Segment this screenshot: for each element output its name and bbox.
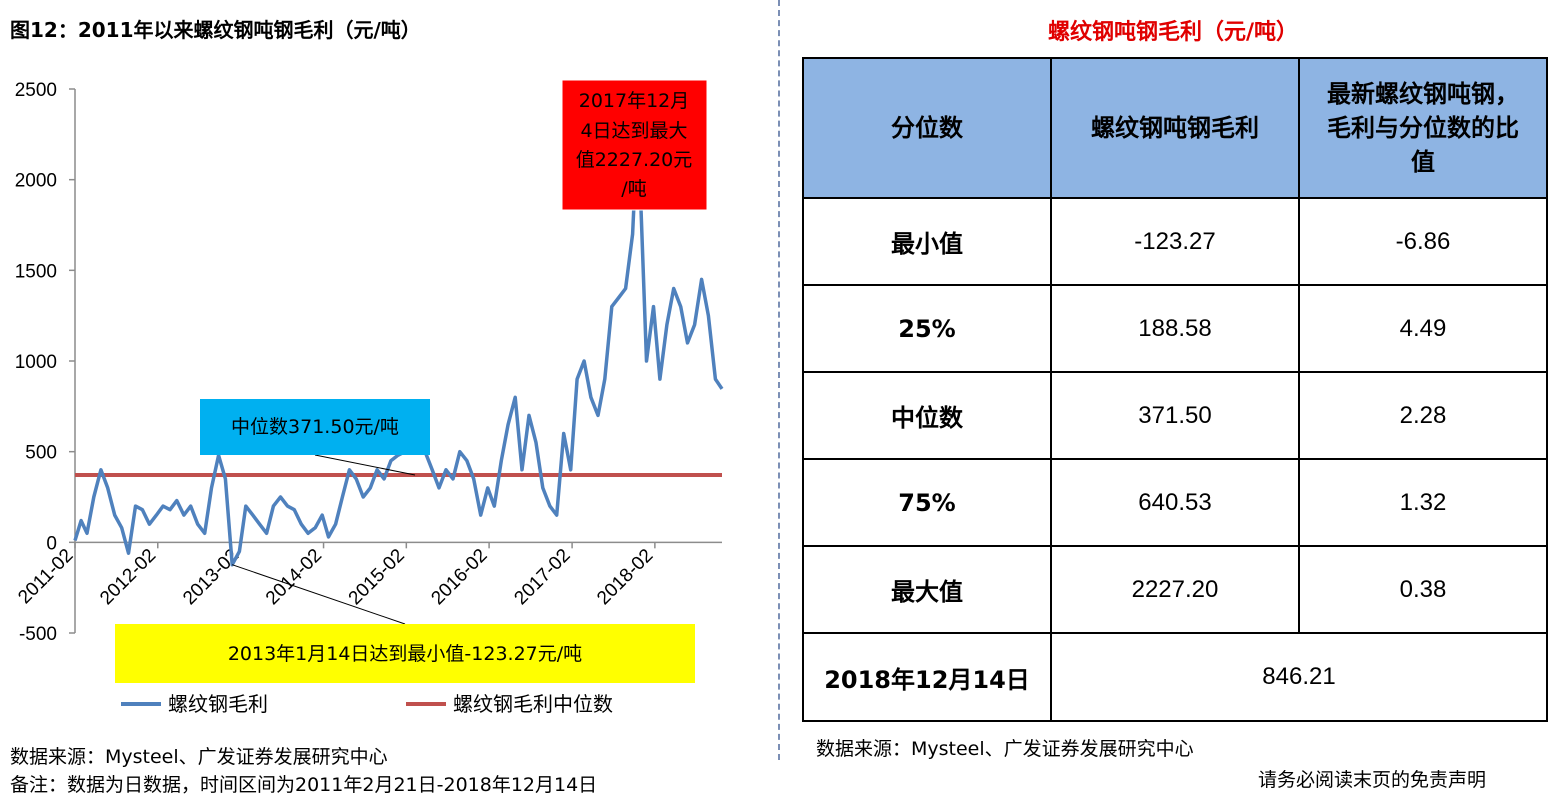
min-leader-line xyxy=(231,564,406,625)
row-value: 640.53 xyxy=(1050,458,1300,547)
chart-title: 图12：2011年以来螺纹钢吨钢毛利（元/吨） xyxy=(10,18,421,42)
max-annotation-line-1: 2017年12月 xyxy=(579,90,690,112)
percentile-table: 分位数 螺纹钢吨钢毛利 最新螺纹钢吨钢， 毛利与分位数的比 值 最小值 -123… xyxy=(802,57,1548,722)
max-annotation-line-3: 值2227.20元 xyxy=(576,149,693,171)
legend: 螺纹钢毛利 螺纹钢毛利中位数 xyxy=(121,692,613,716)
row-value: 188.58 xyxy=(1050,284,1300,373)
median-leader-line xyxy=(314,454,416,476)
max-annotation: 2017年12月 4日达到最大 值2227.20元 /吨 xyxy=(561,79,708,211)
max-annotation-line-4: /吨 xyxy=(621,178,646,200)
row-value: -123.27 xyxy=(1050,197,1300,286)
max-annotation-box xyxy=(561,79,708,211)
y-tick-label: 0 xyxy=(46,533,57,554)
median-annotation-text: 中位数371.50元/吨 xyxy=(231,416,399,438)
row-ratio: 4.49 xyxy=(1298,284,1548,373)
legend-label-series: 螺纹钢毛利 xyxy=(168,692,268,716)
header-percentile: 分位数 xyxy=(802,57,1052,199)
y-tick-label: -500 xyxy=(19,624,57,645)
y-tick-label: 2500 xyxy=(15,80,57,101)
disclaimer: 请务必阅读末页的免责声明 xyxy=(1258,769,1487,791)
row-label: 最大值 xyxy=(802,545,1052,634)
row-ratio: -6.86 xyxy=(1298,197,1548,286)
table-title: 螺纹钢吨钢毛利（元/吨） xyxy=(1047,20,1299,45)
y-tick-label: 1000 xyxy=(15,352,57,373)
x-tick-label: 2018-02 xyxy=(593,545,657,609)
row-ratio: 0.38 xyxy=(1298,545,1548,634)
y-axis-ticks: 2500 2000 1500 1000 500 0 -500 xyxy=(15,80,75,645)
header-margin: 螺纹钢吨钢毛利 xyxy=(1050,57,1300,199)
row-ratio: 2.28 xyxy=(1298,371,1548,460)
x-tick-label: 2015-02 xyxy=(345,545,409,609)
annotation-leaders xyxy=(231,454,416,625)
table-row: 最大值 2227.20 0.38 xyxy=(802,545,1548,634)
table-header-row: 分位数 螺纹钢吨钢毛利 最新螺纹钢吨钢， 毛利与分位数的比 值 xyxy=(802,57,1548,199)
x-axis-ticks: 2011-02 2012-02 2013-02 2014-02 2015-02 2016-… xyxy=(14,542,657,609)
chart-note: 备注：数据为日数据，时间区间为2011年2月21日-2018年12月14日 xyxy=(10,774,598,796)
x-tick-label: 2016-02 xyxy=(427,545,491,609)
header-ratio: 最新螺纹钢吨钢， 毛利与分位数的比 值 xyxy=(1298,57,1548,199)
row-value: 371.50 xyxy=(1050,371,1300,460)
y-tick-label: 2000 xyxy=(15,171,57,192)
table-row: 75% 640.53 1.32 xyxy=(802,458,1548,547)
chart-source: 数据来源：Mysteel、广发证券发展研究中心 xyxy=(10,746,388,768)
row-ratio: 1.32 xyxy=(1298,458,1548,547)
row-label: 75% xyxy=(802,458,1052,547)
column-divider xyxy=(778,0,780,760)
header-ratio-line-3: 值 xyxy=(1411,148,1435,176)
latest-date: 2018年12月14日 xyxy=(802,632,1052,722)
header-ratio-line-1: 最新螺纹钢吨钢， xyxy=(1327,80,1519,108)
min-annotation-box xyxy=(115,624,695,683)
table-latest-row: 2018年12月14日 846.21 xyxy=(802,632,1548,722)
header-ratio-line-2: 毛利与分位数的比 xyxy=(1327,114,1519,142)
latest-value: 846.21 xyxy=(1050,632,1548,722)
x-tick-label: 2011-02 xyxy=(14,545,77,608)
row-label: 中位数 xyxy=(802,371,1052,460)
x-tick-label: 2017-02 xyxy=(510,545,574,609)
min-annotation: 2013年1月14日达到最小值-123.27元/吨 xyxy=(115,624,695,683)
row-label: 最小值 xyxy=(802,197,1052,286)
y-tick-label: 500 xyxy=(25,443,57,464)
median-annotation-box xyxy=(200,399,430,455)
table-row: 中位数 371.50 2.28 xyxy=(802,371,1548,460)
median-annotation: 中位数371.50元/吨 xyxy=(200,399,430,455)
table-row: 最小值 -123.27 -6.86 xyxy=(802,197,1548,286)
x-tick-label: 2014-02 xyxy=(262,545,326,609)
table-row: 25% 188.58 4.49 xyxy=(802,284,1548,373)
min-annotation-text: 2013年1月14日达到最小值-123.27元/吨 xyxy=(228,643,582,665)
x-tick-label: 2013-02 xyxy=(179,545,243,609)
max-annotation-line-2: 4日达到最大 xyxy=(580,120,687,142)
row-value: 2227.20 xyxy=(1050,545,1300,634)
legend-label-median: 螺纹钢毛利中位数 xyxy=(453,692,613,716)
table-source: 数据来源：Mysteel、广发证券发展研究中心 xyxy=(816,738,1194,760)
row-label: 25% xyxy=(802,284,1052,373)
y-tick-label: 1500 xyxy=(15,261,57,282)
